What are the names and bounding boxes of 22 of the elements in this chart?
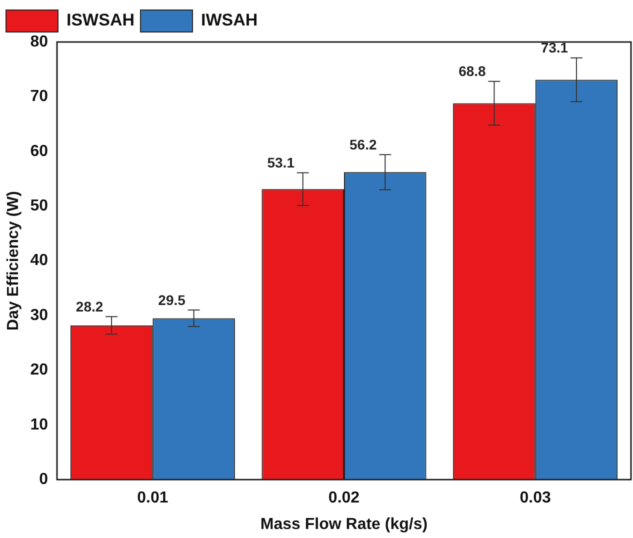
data-label: 56.2 — [350, 136, 377, 153]
y-tick-label: 30 — [30, 306, 48, 324]
legend-label: ISWSAH — [66, 10, 134, 30]
data-label: 28.2 — [76, 298, 104, 314]
y-tick-label: 80 — [30, 33, 48, 50]
y-tick-label: 40 — [30, 252, 48, 270]
data-label: 68.8 — [458, 63, 486, 80]
data-label: 29.5 — [158, 292, 186, 308]
y-tick-label: 70 — [30, 88, 48, 106]
y-tick-label: 20 — [30, 362, 48, 379]
y-tick-label: 10 — [30, 416, 48, 434]
x-tick-label: 0.03 — [520, 490, 552, 507]
y-tick-label: 0 — [39, 471, 48, 488]
x-axis-title: Mass Flow Rate (kg/s) — [260, 516, 428, 533]
x-tick-label: 0.01 — [137, 490, 168, 507]
x-tick-label: 0.02 — [328, 490, 360, 507]
y-axis-title: Day Efficiency (W) — [5, 191, 22, 331]
y-tick-label: 50 — [30, 198, 48, 215]
y-tick-label: 60 — [30, 142, 48, 160]
legend-label: IWSAH — [201, 10, 258, 30]
data-label: 53.1 — [267, 154, 295, 171]
data-label: 73.1 — [540, 40, 568, 56]
